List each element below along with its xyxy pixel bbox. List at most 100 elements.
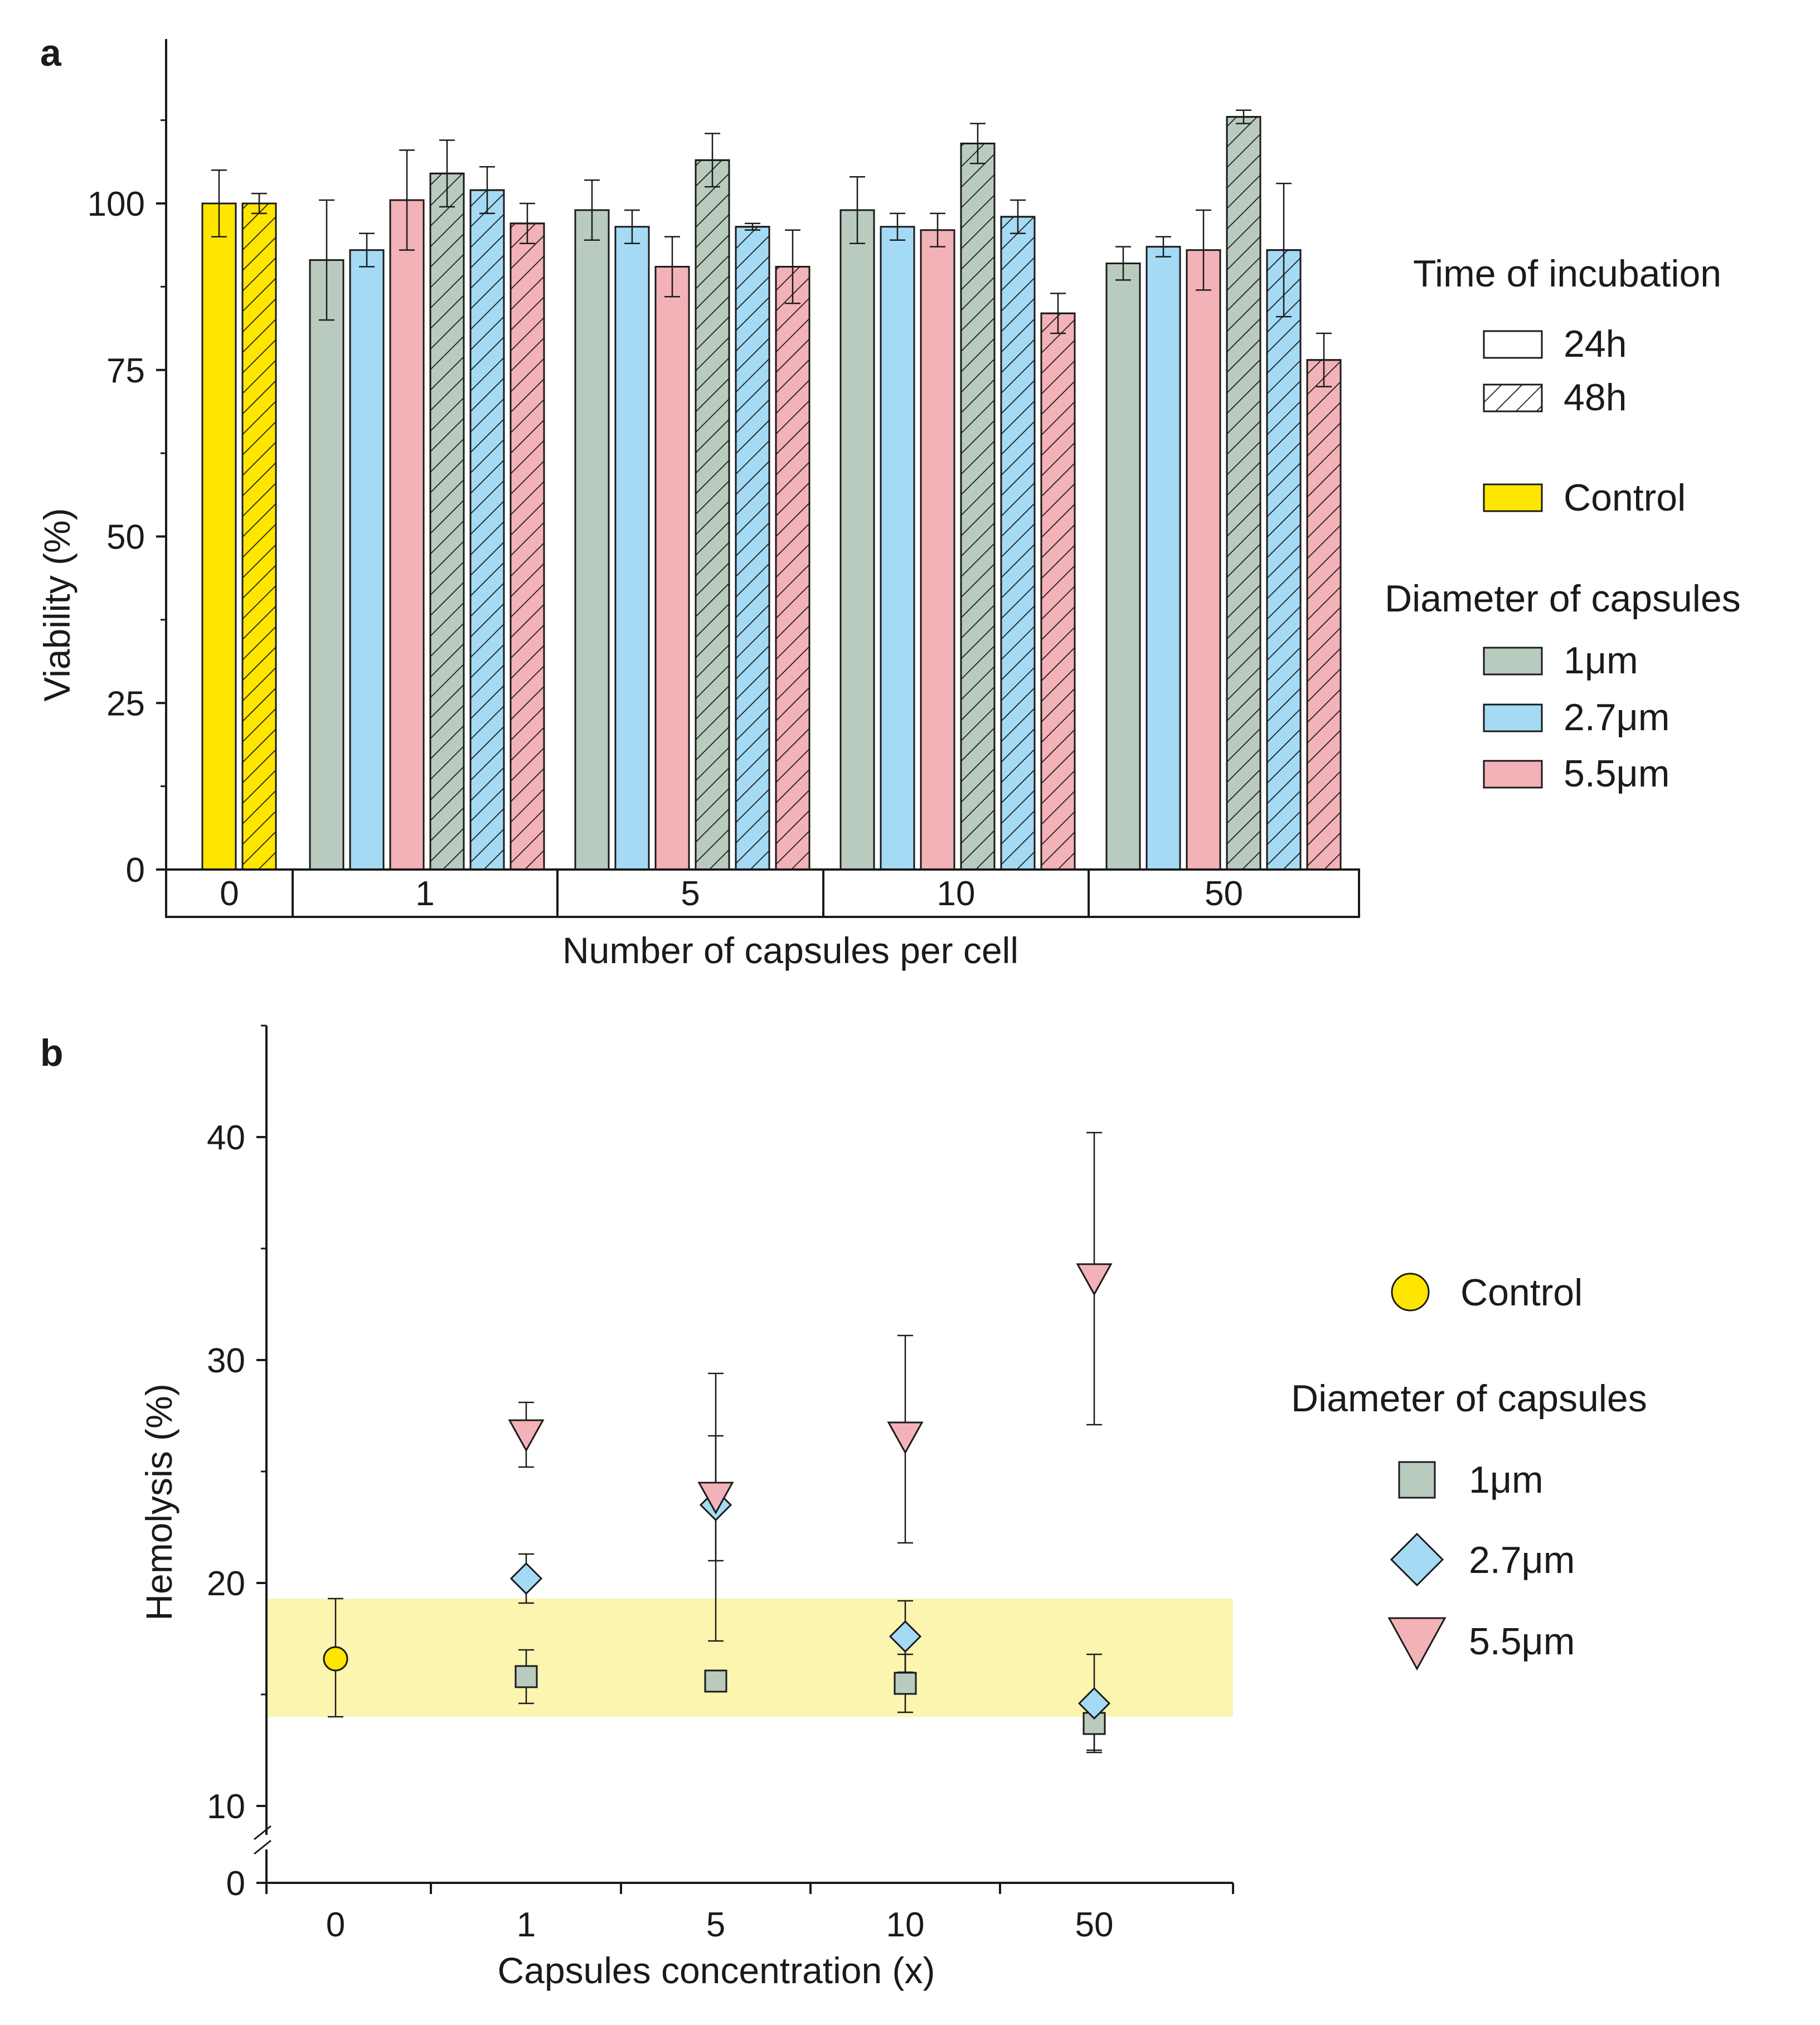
- panel-a-bars: [201, 109, 1342, 871]
- bar-0-Control-24h: [201, 202, 237, 871]
- category-box-frame: [165, 868, 1360, 918]
- bar-1-2-7um-48h-hatch: [469, 189, 505, 871]
- bar-5-2-7um-24h: [614, 226, 650, 871]
- panel-a-y-tick-label: 100: [88, 185, 145, 224]
- panel-a-y-tick-label: 75: [106, 352, 145, 390]
- panel-b-legend: Control Diameter of capsules 1μm 2.7μm 5…: [1291, 1271, 1647, 1671]
- bar-0-Control-48h-hatch: [241, 202, 277, 871]
- axis-break-mark: [254, 1825, 271, 1841]
- point-5-5um-x5: [697, 1482, 734, 1515]
- bar-10-2-7um-24h: [880, 226, 915, 871]
- panel-b-y-tick-label-zero: 0: [226, 1864, 245, 1903]
- legend-b-5-5um-marker: [1387, 1617, 1447, 1671]
- panel-a-y-tick-label: 25: [106, 684, 145, 723]
- bar-5-5-5um-24h: [654, 266, 690, 871]
- legend-b-2-7um-label: 2.7μm: [1469, 1539, 1575, 1581]
- point-1um-x5: [704, 1669, 727, 1693]
- point-Control-x0: [323, 1646, 348, 1672]
- bar-50-5-5um-48h-hatch: [1306, 359, 1342, 871]
- point-1um-x10: [894, 1672, 917, 1695]
- bar-50-2-7um-24h: [1146, 246, 1181, 871]
- panel-b-x-tick-label: 1: [517, 1906, 536, 1944]
- bar-50-2-7um-48h-hatch: [1266, 249, 1302, 871]
- legend-1um-swatch: [1483, 647, 1543, 676]
- panel-a-category-label: 1: [415, 875, 434, 913]
- legend-b-diameter-title: Diameter of capsules: [1291, 1377, 1647, 1420]
- legend-control-label: Control: [1564, 477, 1686, 519]
- panel-a-y-tick-label: 0: [126, 851, 145, 890]
- bar-10-5-5um-48h-hatch: [1040, 312, 1076, 871]
- panel-a-category-label: 5: [681, 875, 700, 913]
- bar-10-1um-24h: [839, 209, 875, 871]
- bar-5-2-7um-48h-hatch: [735, 226, 770, 871]
- legend-time-title: Time of incubation: [1413, 252, 1721, 295]
- panel-b-y-tick-label: 20: [207, 1565, 245, 1603]
- legend-24h-label: 24h: [1564, 323, 1627, 365]
- legend-b-2-7um-marker: [1390, 1532, 1444, 1587]
- panel-a-y-axis: 0 25 50 75 100: [88, 39, 167, 914]
- bar-50-1um-48h-hatch: [1226, 116, 1261, 871]
- legend-1um-label: 1μm: [1564, 639, 1638, 682]
- bar-1-1um-24h: [309, 259, 344, 871]
- bar-5-1um-24h: [574, 209, 610, 871]
- legend-5-5um-swatch: [1483, 760, 1543, 789]
- legend-b-control-marker: [1391, 1273, 1430, 1312]
- panel-a-legend: Time of incubation 24h 48h Control Diame…: [1385, 252, 1741, 795]
- panel-b: b 10 20 30 40 0 0 1 5 10 50 Hemolysis (%) Capsule…: [40, 1024, 1647, 1991]
- point-5-5um-x10: [887, 1421, 924, 1455]
- point-5-5um-x1: [508, 1419, 545, 1453]
- bar-1-5-5um-48h-hatch: [509, 222, 545, 871]
- point-2-7um-x1: [509, 1562, 543, 1595]
- panel-b-x-tick-label: 10: [886, 1906, 925, 1944]
- panel-b-x-axis-title: Capsules concentration (x): [497, 1950, 935, 1991]
- panel-b-points: [323, 1132, 1113, 1754]
- bar-50-1um-24h: [1105, 263, 1141, 871]
- panel-b-y-tick-label: 40: [207, 1119, 245, 1157]
- bar-50-5-5um-24h: [1186, 249, 1221, 871]
- bar-1-1um-48h-hatch: [429, 172, 465, 871]
- legend-diameter-title: Diameter of capsules: [1385, 577, 1741, 620]
- legend-b-1um-label: 1μm: [1469, 1459, 1544, 1501]
- panel-b-axes: 10 20 30 40 0 0 1 5 10 50: [207, 1024, 1234, 1944]
- panel-a-x-axis-title: Number of capsules per cell: [562, 930, 1018, 971]
- legend-b-5-5um-label: 5.5μm: [1469, 1620, 1575, 1663]
- legend-5-5um-label: 5.5μm: [1564, 752, 1669, 795]
- bar-10-5-5um-24h: [920, 229, 955, 871]
- point-1um-x1: [515, 1665, 538, 1688]
- panel-b-y-tick-label: 30: [207, 1342, 245, 1380]
- panel-a-category-label: 0: [220, 875, 239, 913]
- legend-b-1um-marker: [1398, 1461, 1436, 1499]
- bar-5-1um-48h-hatch: [695, 159, 730, 871]
- legend-b-control-label: Control: [1460, 1271, 1583, 1314]
- legend-2-7um-swatch: [1483, 703, 1543, 732]
- point-5-5um-x50: [1076, 1263, 1113, 1296]
- bar-10-2-7um-48h-hatch: [1000, 216, 1036, 871]
- panel-b-x-tick-label: 50: [1075, 1906, 1114, 1944]
- legend-48h-label: 48h: [1564, 376, 1627, 419]
- control-range-band: [266, 1599, 1233, 1717]
- panel-b-x-tick-label: 5: [706, 1906, 725, 1944]
- axis-break-mark: [254, 1839, 271, 1855]
- point-2-7um-x50: [1078, 1687, 1111, 1720]
- panel-b-y-axis-title: Hemolysis (%): [138, 1383, 179, 1620]
- bar-1-5-5um-24h: [389, 199, 425, 871]
- panel-a-category-label: 10: [937, 875, 975, 913]
- panel-b-label: b: [40, 1032, 64, 1074]
- legend-control-swatch: [1483, 483, 1543, 512]
- panel-a-y-axis-title: Viability (%): [36, 508, 77, 701]
- legend-24h-swatch: [1483, 330, 1543, 359]
- panel-a-category-label: 50: [1205, 875, 1243, 913]
- panel-a-x-category-box: 0 1 5 10 50: [165, 868, 1360, 918]
- panel-b-x-tick-label: 0: [326, 1906, 345, 1944]
- panel-a-y-tick-label: 50: [106, 518, 145, 557]
- bar-1-2-7um-24h: [349, 249, 385, 871]
- panel-a: a 0 25 50 75 100 0 1 5 10 50 Viability (%) Numbe…: [36, 32, 1741, 971]
- legend-48h-swatch: [1483, 383, 1543, 412]
- legend-2-7um-label: 2.7μm: [1564, 696, 1669, 739]
- bar-10-1um-48h-hatch: [960, 142, 996, 871]
- panel-b-y-tick-label: 10: [207, 1788, 245, 1826]
- panel-a-label: a: [40, 32, 62, 74]
- bar-5-5-5um-48h-hatch: [775, 266, 810, 871]
- point-2-7um-x10: [889, 1620, 922, 1653]
